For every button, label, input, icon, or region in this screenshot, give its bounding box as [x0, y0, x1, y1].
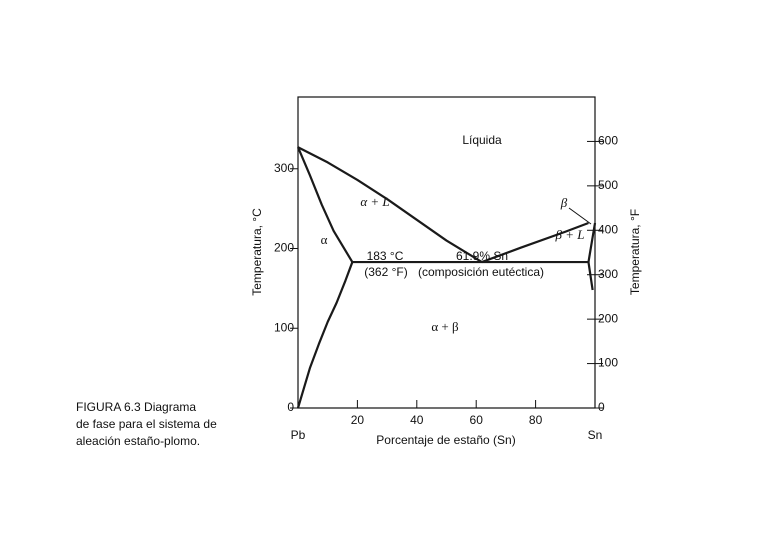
region-label: (composición eutéctica) [418, 265, 544, 279]
x-tick-label: 80 [529, 413, 543, 427]
y2-tick-label: 500 [598, 178, 618, 192]
caption-line: aleación estaño-plomo. [76, 434, 200, 448]
phase-boundary [297, 146, 483, 264]
x-tick-label: 20 [351, 413, 365, 427]
x-tick-label: 40 [410, 413, 424, 427]
region-label: α + β [431, 319, 459, 334]
region-label: β + L [555, 227, 585, 242]
y-tick-label: 300 [274, 161, 294, 175]
region-label: α [321, 232, 328, 247]
phase-boundary [481, 221, 589, 264]
y2-tick-label: 0 [598, 400, 605, 414]
y-tick-label: 100 [274, 320, 294, 334]
plot-frame [297, 96, 596, 409]
x-tick-label: Sn [588, 428, 603, 442]
region-label: 61.9% Sn [456, 249, 508, 263]
region-label: Líquida [462, 133, 502, 147]
phase-boundary [296, 261, 354, 409]
y2-tick-label: 400 [598, 222, 618, 236]
region-label: (362 °F) [364, 265, 407, 279]
phase-boundary [587, 222, 597, 263]
y2-tick-label: 600 [598, 134, 618, 148]
x-tick-label: Pb [291, 428, 306, 442]
caption-line: FIGURA 6.3 Diagrama [76, 400, 196, 414]
y-tick-label: 200 [274, 241, 294, 255]
x-tick-label: 60 [470, 413, 484, 427]
phase-boundary [296, 146, 354, 263]
region-label: α + L [360, 194, 389, 209]
y-tick-label: 0 [287, 400, 294, 414]
pointer [568, 207, 592, 225]
phase-boundary [587, 261, 594, 291]
y2-tick-label: 100 [598, 356, 618, 370]
y2-axis-title: Temperatura, °F [628, 209, 642, 295]
caption-line: de fase para el sistema de [76, 417, 217, 431]
y2-tick-label: 300 [598, 267, 618, 281]
y2-tick-label: 200 [598, 311, 618, 325]
x-axis-title: Porcentaje de estaño (Sn) [376, 433, 515, 447]
y-axis-title: Temperatura, °C [250, 208, 264, 296]
region-label: β [560, 195, 568, 210]
region-label: 183 °C [367, 249, 404, 263]
